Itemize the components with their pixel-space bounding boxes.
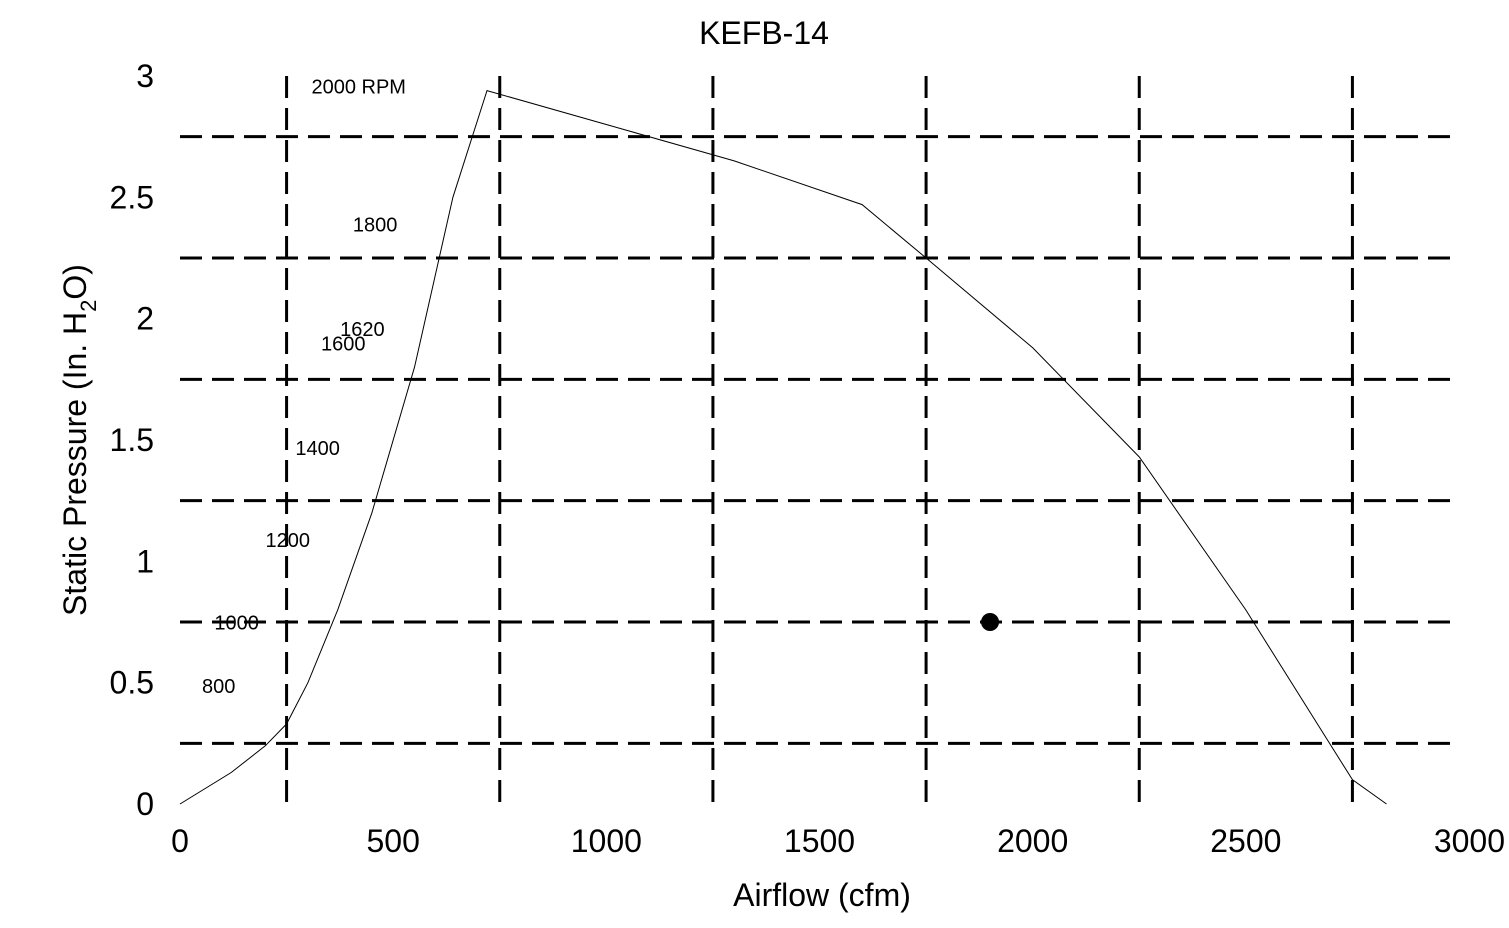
y-tick-label: 2.5 [110,179,154,215]
fan-curve-line [179,89,1387,805]
x-axis-title: Airflow (cfm) [733,877,911,913]
y-tick-label: 2 [136,301,154,337]
rpm-label: 1620 [340,319,385,341]
y-axis-title: Static Pressure (In. H2O) [57,264,101,616]
operating-point-marker [981,613,1000,631]
rpm-label: 2000 RPM [311,76,406,98]
x-tick-label: 500 [366,823,419,859]
x-tick-label: 1000 [571,823,642,859]
y-tick-label: 1 [136,543,154,579]
y-tick-label: 3 [136,58,154,94]
x-tick-label: 2500 [1210,823,1281,859]
y-axis-title-main: Static Pressure (In. H [57,312,93,616]
x-tick-labels: 0 500 1000 1500 2000 2500 3000 [171,823,1505,859]
rpm-label: 800 [202,676,235,698]
chart-title: KEFB-14 [699,15,829,51]
x-tick-label: 2000 [997,823,1068,859]
x-tick-label: 1500 [784,823,855,859]
rpm-label: 1800 [353,215,398,237]
rpm-label: 1200 [266,530,311,552]
y-axis-title-end: O) [57,264,93,300]
y-tick-labels: 0 0.5 1 1.5 2 2.5 3 [110,58,154,822]
y-axis-title-subscript: 2 [76,300,101,312]
x-tick-label: 3000 [1434,823,1505,859]
rpm-label: 1400 [295,438,340,460]
y-tick-label: 0 [136,786,154,822]
x-tick-label: 0 [171,823,189,859]
grid [180,76,1459,804]
y-tick-label: 0.5 [110,665,154,701]
y-tick-label: 1.5 [110,422,154,458]
curve-layer [179,89,1387,805]
rpm-label: 1000 [214,613,259,635]
rpm-label: 1600 [321,334,366,356]
